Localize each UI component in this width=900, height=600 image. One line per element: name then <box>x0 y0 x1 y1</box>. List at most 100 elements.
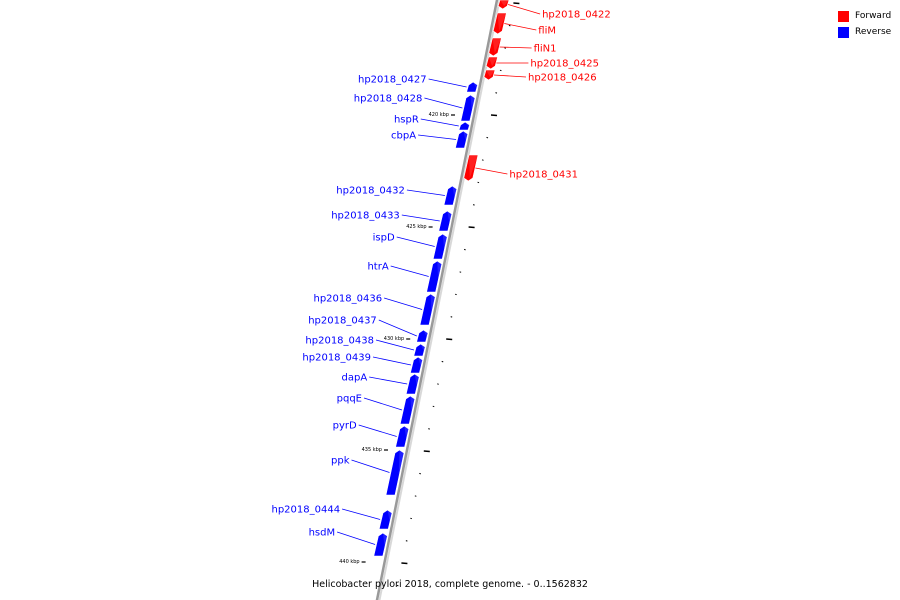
label-connector <box>475 167 508 175</box>
gene-label-pqqe: pqqE <box>337 394 362 405</box>
gene-label-hp2018_0432: hp2018_0432 <box>336 186 405 197</box>
label-connector <box>341 508 381 520</box>
major-tick <box>423 450 430 453</box>
gene-label-hspr: hspR <box>394 115 419 126</box>
minor-tick <box>419 472 421 475</box>
map-caption: Helicobacter pylori 2018, complete genom… <box>312 579 588 590</box>
gene-glyph-shade <box>469 155 478 178</box>
legend: Forward Reverse <box>838 8 891 40</box>
minor-tick <box>508 24 511 27</box>
gene-label-ppk: ppk <box>331 456 350 467</box>
minor-tick <box>437 383 439 385</box>
gene-glyph-shade <box>437 261 442 292</box>
tick-label: 435 kbp <box>362 447 382 453</box>
label-connector <box>499 46 532 49</box>
tick-label: 420 kbp <box>429 112 449 118</box>
minor-tick <box>405 540 408 542</box>
gene-glyph-pqqe <box>399 395 416 425</box>
forward-swatch <box>838 10 849 22</box>
gene-label-hp2018_0422: hp2018_0422 <box>542 10 611 21</box>
label-connector <box>383 297 423 310</box>
gene-label-ispd: ispD <box>373 233 395 244</box>
legend-label-reverse: Reverse <box>855 27 892 37</box>
label-connector <box>428 78 467 88</box>
gene-glyph-shade <box>492 38 502 53</box>
label-connector <box>420 118 459 127</box>
label-connector <box>336 531 376 545</box>
tick-label: 440 kbp <box>339 559 359 565</box>
major-tick <box>446 338 453 341</box>
labels-layer: hp2018_0422 fliM fliN1 hp2018_0425 hp2018_04… <box>272 4 611 545</box>
gene-glyph-hp2018_0433 <box>438 210 453 232</box>
gene-glyph-shade <box>486 70 495 77</box>
gene-glyph-shade <box>497 13 507 31</box>
gene-label-cbpa: cbpA <box>391 131 416 142</box>
gene-glyph-hp2018_0426 <box>483 69 496 81</box>
major-tick <box>468 226 475 229</box>
label-connector <box>493 74 527 78</box>
tick-label: 425 kbp <box>406 224 426 230</box>
gene-label-hp2018_0425: hp2018_0425 <box>530 59 599 70</box>
gene-glyph-pyrd <box>395 425 410 448</box>
gene-glyph-hp2018_0439 <box>410 356 423 374</box>
minor-tick <box>459 271 462 273</box>
minor-tick <box>504 47 507 49</box>
gene-glyph-ispd <box>432 233 448 260</box>
reverse-swatch <box>838 26 849 38</box>
minor-tick <box>495 92 498 94</box>
label-connector <box>406 189 445 196</box>
minor-tick <box>499 69 502 72</box>
gene-glyph-hp2018_0428 <box>460 94 476 122</box>
major-tick <box>490 114 498 117</box>
minor-tick <box>414 495 417 497</box>
gene-label-hp2018_0444: hp2018_0444 <box>272 505 341 516</box>
gene-glyph-shade <box>423 330 429 342</box>
gene-glyph-shade <box>465 122 471 130</box>
gene-glyph-flim <box>492 12 507 35</box>
label-connector <box>424 97 463 109</box>
gene-glyph-shade <box>420 344 426 356</box>
label-connector <box>504 23 537 31</box>
label-connector <box>358 424 397 437</box>
gene-label-flim: fliM <box>538 26 556 37</box>
gene-glyph-shade <box>418 357 423 373</box>
gene-glyph-ppk <box>385 449 405 496</box>
gene-label-hp2018_0439: hp2018_0439 <box>302 353 371 364</box>
legend-item-forward: Forward <box>838 8 891 24</box>
gene-glyph-htra <box>426 260 443 293</box>
gene-glyph-shade <box>473 82 479 92</box>
gene-glyph-shade <box>382 533 388 556</box>
label-connector <box>372 356 412 366</box>
minor-tick <box>472 204 475 206</box>
gene-glyph-shade <box>398 450 404 495</box>
label-connector <box>363 397 403 411</box>
genes-layer <box>373 0 510 557</box>
minor-tick <box>486 136 489 139</box>
gene-label-flin1: fliN1 <box>534 44 557 55</box>
label-connector <box>378 319 417 337</box>
gene-glyph-cbpa <box>455 130 469 149</box>
label-connector <box>396 236 435 247</box>
gene-glyph-shade <box>430 294 436 325</box>
gene-glyph-shade <box>404 426 409 447</box>
label-connector <box>369 376 408 385</box>
gene-label-hp2018_0426: hp2018_0426 <box>528 73 597 84</box>
gene-label-hp2018_0428: hp2018_0428 <box>354 94 423 105</box>
gene-glyph-flin1 <box>488 37 502 57</box>
label-connector <box>418 134 457 140</box>
gene-glyph-shade <box>500 0 509 6</box>
gene-label-hp2018_0427: hp2018_0427 <box>358 75 427 86</box>
gene-glyph-hp2018_0425 <box>485 56 498 70</box>
gene-glyph-hp2018_0438 <box>413 343 426 357</box>
gene-label-hp2018_0437: hp2018_0437 <box>308 316 377 327</box>
gene-glyph-hp2018_0422 <box>497 0 510 10</box>
gene-glyph-shade <box>414 374 420 394</box>
gene-label-hp2018_0431: hp2018_0431 <box>509 170 578 181</box>
minor-tick <box>450 316 453 318</box>
gene-label-hp2018_0436: hp2018_0436 <box>314 294 383 305</box>
minor-tick <box>441 360 444 363</box>
gene-glyph-hp2018_0444 <box>378 509 393 530</box>
minor-tick <box>477 181 480 184</box>
gene-glyph-hp2018_0436 <box>419 293 436 326</box>
